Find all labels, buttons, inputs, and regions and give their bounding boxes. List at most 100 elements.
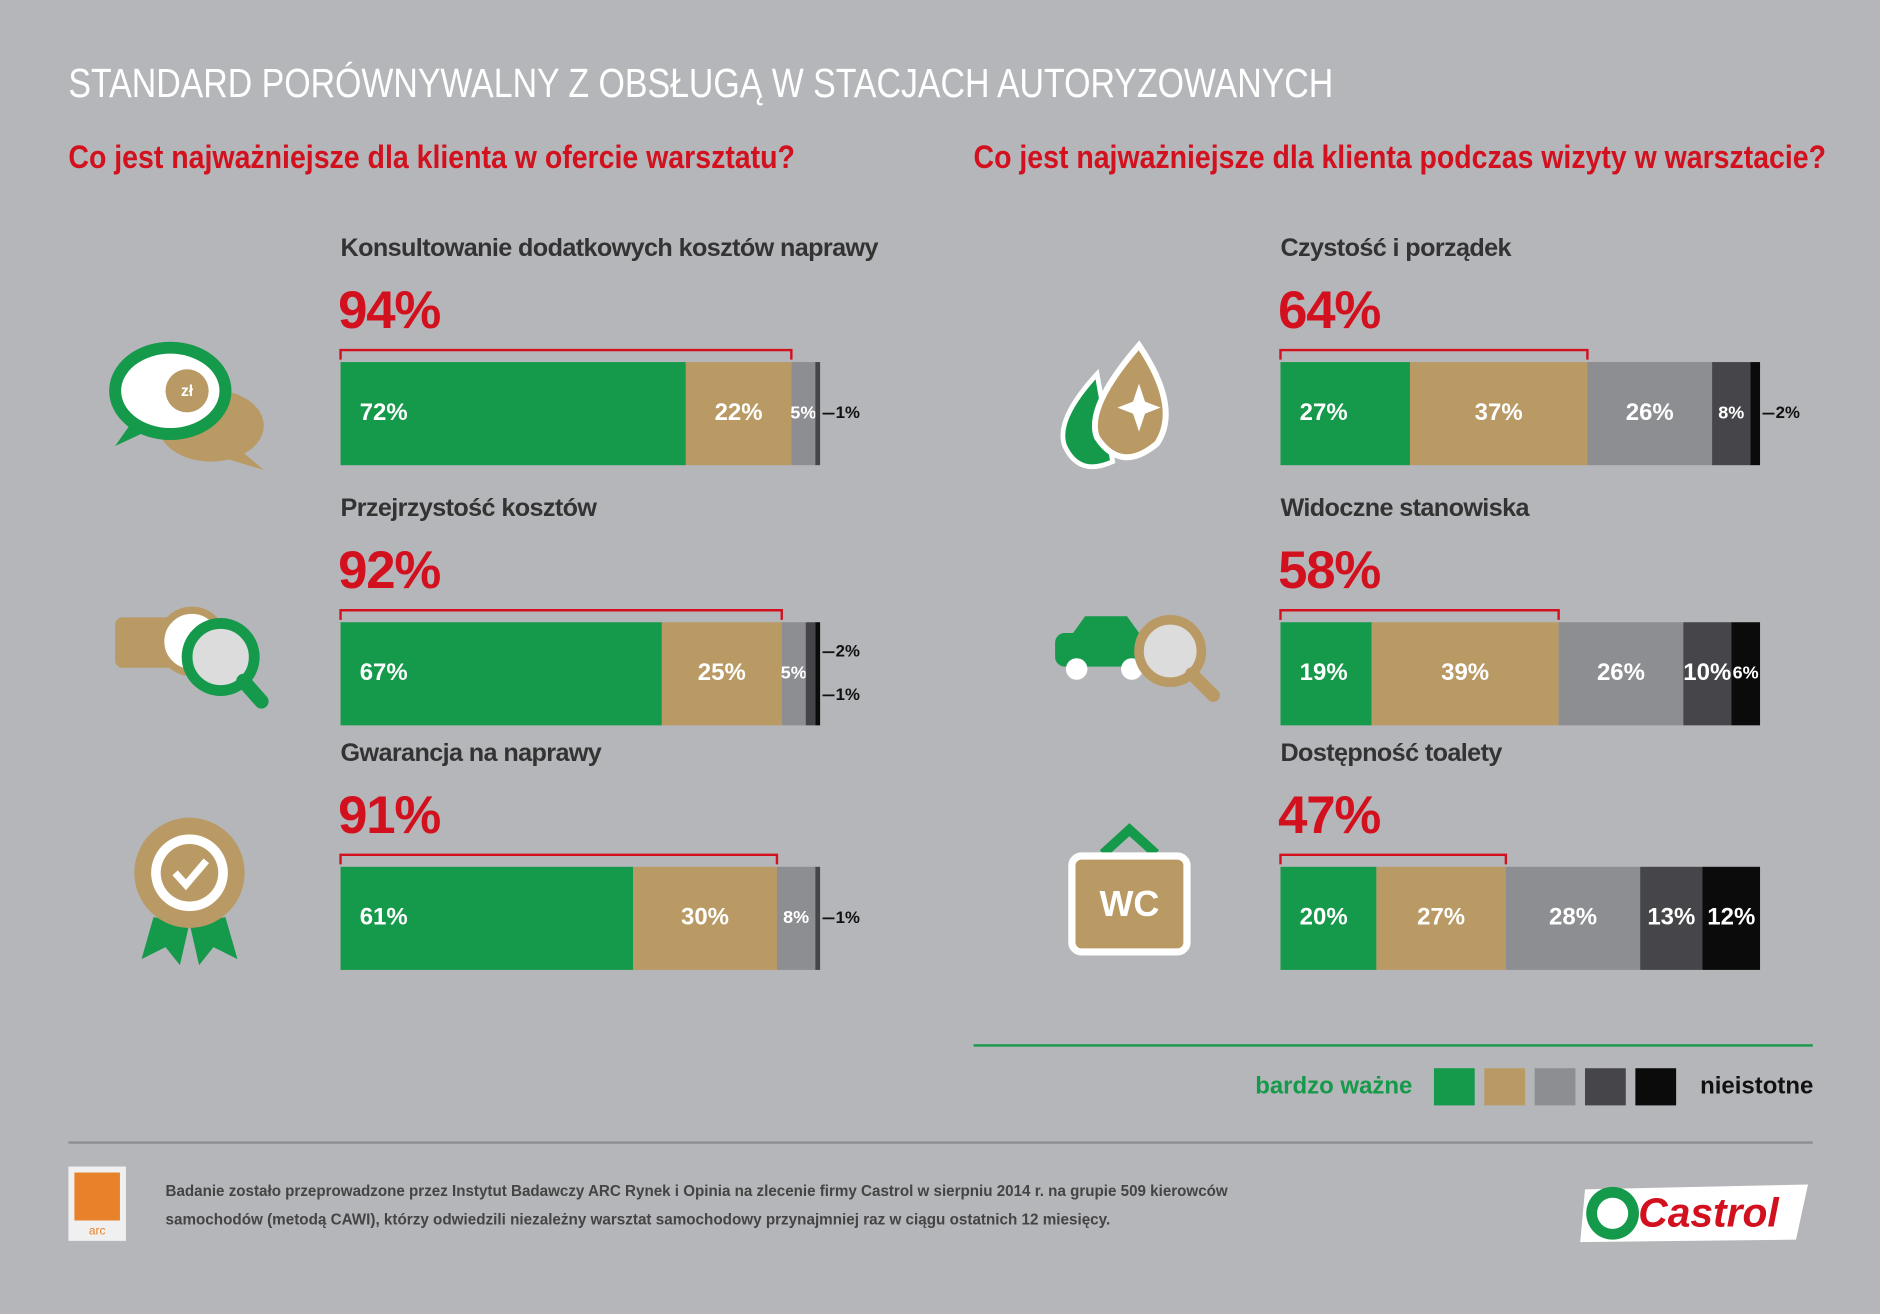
legend-swatch xyxy=(1433,1068,1475,1106)
icon-text: zł xyxy=(181,383,194,400)
icon-badge xyxy=(134,817,245,966)
value-label: 12% xyxy=(1707,904,1755,931)
highlight-bracket xyxy=(339,609,783,620)
icon-text: WC xyxy=(1099,883,1159,924)
footer-text: samochodów (metodą CAWI), którzy odwiedz… xyxy=(166,1212,1111,1229)
icon-wc: WC xyxy=(1068,823,1191,956)
chart-title: Czystość i porządek xyxy=(1280,234,1512,262)
highlight-label: 58% xyxy=(1278,541,1380,600)
icon-drops xyxy=(1060,340,1169,470)
value-label: 26% xyxy=(1597,659,1645,686)
icon-search-coins xyxy=(115,606,269,709)
bar-segment xyxy=(340,362,686,466)
value-label: 37% xyxy=(1475,399,1523,426)
value-label: 22% xyxy=(715,399,763,426)
title: STANDARD PORÓWNYWALNY Z OBSŁUGĄ W STACJA… xyxy=(68,60,1333,106)
highlight-label: 94% xyxy=(338,281,440,340)
chart-title: Przejrzystość kosztów xyxy=(341,494,598,522)
value-label: 13% xyxy=(1647,904,1695,931)
legend-swatch xyxy=(1484,1068,1526,1106)
bar-segment xyxy=(633,866,777,970)
castrol-logo: Castrol xyxy=(1580,1184,1809,1243)
bar-segment xyxy=(1371,622,1559,726)
bar-segment xyxy=(1731,622,1761,726)
highlight-bracket xyxy=(339,348,793,360)
bar-segment xyxy=(791,362,816,466)
bar-segment xyxy=(1280,622,1372,726)
bar-segment xyxy=(815,622,821,726)
bar-segment xyxy=(340,622,662,726)
legend xyxy=(1433,1068,1677,1106)
legend-swatch xyxy=(1585,1068,1626,1106)
legend-label: nieistotne xyxy=(1700,1073,1813,1100)
bar-segment xyxy=(1280,866,1377,970)
bar-segment xyxy=(1409,362,1588,466)
value-label: 5% xyxy=(781,663,807,683)
value-label: 10% xyxy=(1683,659,1731,686)
value-label: 67% xyxy=(360,659,408,686)
bar-segment xyxy=(1712,362,1751,466)
bar-segment xyxy=(1558,622,1684,726)
bar-segment xyxy=(781,622,806,726)
bar-segment xyxy=(685,362,792,466)
chart-title: Widoczne stanowiska xyxy=(1280,494,1530,522)
bar-segment xyxy=(1640,866,1703,970)
value-label: 1% xyxy=(836,685,860,704)
chart-title: Gwarancja na naprawy xyxy=(341,739,602,767)
legend-label: bardzo ważne xyxy=(1255,1073,1412,1100)
value-label: 8% xyxy=(1718,402,1744,422)
icon-chat: zł xyxy=(109,341,264,470)
highlight-label: 92% xyxy=(338,541,440,600)
value-label: 27% xyxy=(1300,399,1348,426)
chart-title: Konsultowanie dodatkowych kosztów napraw… xyxy=(341,234,879,262)
footer-text: Badanie zostało przeprowadzone przez Ins… xyxy=(166,1183,1229,1200)
highlight-label: 47% xyxy=(1278,786,1380,845)
legend-swatch xyxy=(1534,1068,1576,1106)
bar-segment xyxy=(661,622,782,726)
value-label: 27% xyxy=(1417,904,1465,931)
legend-swatch xyxy=(1635,1068,1677,1106)
highlight-bracket xyxy=(1279,609,1560,620)
value-label: 26% xyxy=(1626,399,1674,426)
value-label: 1% xyxy=(836,908,860,927)
bar-segment xyxy=(1683,622,1732,726)
arc-logo-text: arc xyxy=(89,1223,106,1237)
bar-segment xyxy=(815,866,821,970)
value-label: 19% xyxy=(1300,659,1348,686)
arc-logo-mark xyxy=(74,1172,120,1221)
highlight-bracket xyxy=(1279,348,1589,360)
value-label: 5% xyxy=(790,402,816,422)
value-label: 20% xyxy=(1300,904,1348,931)
value-label: 28% xyxy=(1549,904,1597,931)
chart-title: Dostępność toalety xyxy=(1280,739,1502,767)
value-label: 61% xyxy=(360,904,408,931)
charts: Konsultowanie dodatkowych kosztów napraw… xyxy=(338,234,1800,970)
highlight-label: 91% xyxy=(338,786,440,845)
bar-segment xyxy=(340,866,634,970)
question: Co jest najważniejsze dla klienta podcza… xyxy=(974,139,1826,175)
value-label: 1% xyxy=(836,403,860,422)
castrol-text: Castrol xyxy=(1638,1189,1780,1235)
question: Co jest najważniejsze dla klienta w ofer… xyxy=(68,139,795,175)
bar-segment xyxy=(1587,362,1713,466)
value-label: 30% xyxy=(681,904,729,931)
bar-segment xyxy=(776,866,816,970)
bar-segment xyxy=(1376,866,1506,970)
value-label: 72% xyxy=(360,399,408,426)
value-label: 2% xyxy=(1776,403,1800,422)
bar-segment xyxy=(805,622,816,726)
bar-segment xyxy=(1702,866,1761,970)
bar-segment xyxy=(815,362,821,466)
value-label: 8% xyxy=(783,907,809,927)
value-label: 2% xyxy=(836,642,860,661)
icon-car xyxy=(1055,615,1220,702)
highlight-bracket xyxy=(339,853,779,865)
highlight-label: 64% xyxy=(1278,281,1380,340)
bar-segment xyxy=(1750,362,1761,466)
bar-segment xyxy=(1280,362,1410,466)
value-label: 25% xyxy=(698,659,746,686)
highlight-bracket xyxy=(1279,853,1508,865)
bar-segment xyxy=(1505,866,1641,970)
